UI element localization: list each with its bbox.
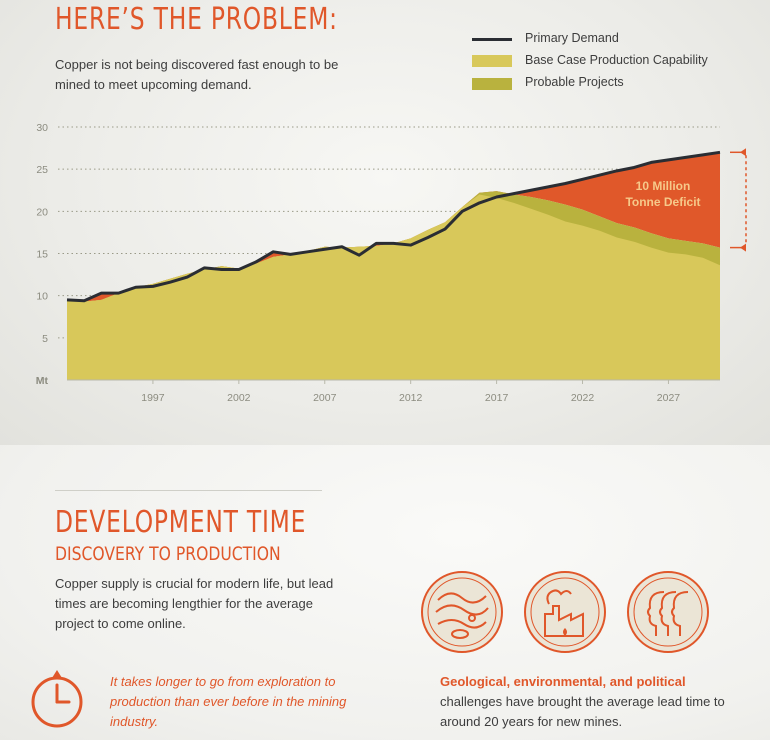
topography-icon [421, 571, 503, 653]
y-tick-label: 10 [36, 291, 48, 303]
problem-intro: Copper is not being discovered fast enou… [55, 57, 339, 92]
deficit-area [67, 152, 720, 302]
y-axis-unit-label: Mt [36, 375, 49, 387]
factory-icon [524, 571, 606, 653]
deficit-annotation: 10 Million [636, 179, 691, 193]
x-tick-label: 2012 [399, 392, 423, 404]
development-title: DEVELOPMENT TIME [55, 505, 307, 540]
x-tick-label: 2007 [313, 392, 337, 404]
legend-label: Primary Demand [525, 31, 619, 45]
copper-supply-chart: 5 10 15 20 25 30 Mt 1997 2002 2007 2012 2017 2022 202… [36, 122, 747, 404]
y-tick-label: 15 [36, 249, 48, 261]
legend-swatch-base [472, 55, 512, 67]
development-quote: It takes longer to go from exploration t… [110, 674, 347, 729]
development-subtitle: DISCOVERY TO PRODUCTION [55, 543, 281, 565]
y-tick-label: 25 [36, 164, 48, 176]
legend-swatch-line [472, 38, 512, 41]
challenges-text: Geological, environmental, and political… [440, 672, 740, 732]
challenges-rest: challenges have brought the average lead… [440, 694, 725, 729]
people-profiles-icon [627, 571, 709, 653]
challenges-highlight: Geological, environmental, and political [440, 674, 686, 689]
legend-label: Probable Projects [525, 75, 624, 89]
development-intro: Copper supply is crucial for modern life… [55, 576, 334, 631]
y-tick-label: 30 [36, 122, 48, 134]
legend-label: Base Case Production Capability [525, 53, 708, 67]
deficit-annotation: Tonne Deficit [625, 195, 700, 209]
x-tick-label: 2022 [571, 392, 595, 404]
section-divider [55, 490, 322, 491]
clock-icon [31, 670, 83, 728]
x-tick-label: 2017 [485, 392, 509, 404]
base-case-area [67, 194, 720, 380]
y-tick-label: 20 [36, 206, 48, 218]
x-tick-label: 2002 [227, 392, 251, 404]
legend-swatch-probable [472, 78, 512, 90]
page-title: HERE’S THE PROBLEM: [55, 2, 338, 37]
x-tick-label: 2027 [657, 392, 681, 404]
primary-demand-line [66, 150, 721, 303]
x-tick-label: 1997 [141, 392, 165, 404]
y-tick-label: 5 [42, 333, 48, 345]
